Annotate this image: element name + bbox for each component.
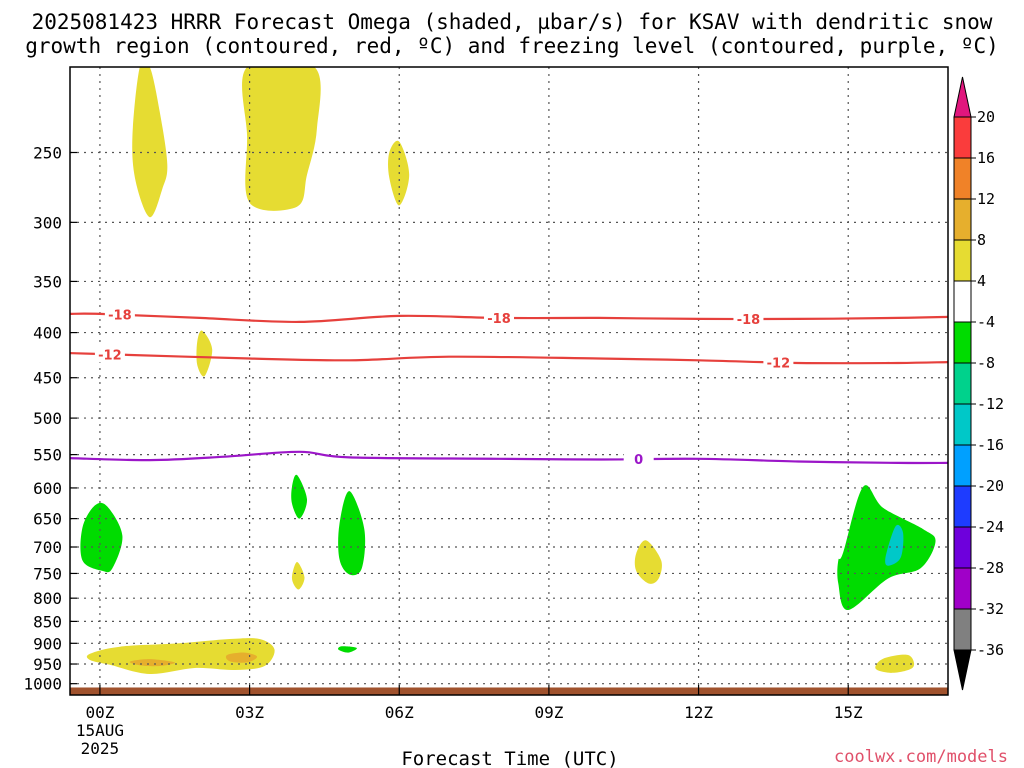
y-tick-label: 250: [33, 143, 62, 162]
credit-text: coolwx.com/models: [834, 747, 1008, 767]
colorbar-band: [953, 567, 972, 610]
y-tick-label: 950: [33, 655, 62, 674]
omega-region: [634, 540, 662, 584]
y-tick-label: 400: [33, 324, 62, 343]
chart-title-line-1: 2025081423 HRRR Forecast Omega (shaded, …: [32, 10, 993, 34]
contour-line: [69, 352, 949, 365]
x-tick-label: 06Z: [385, 703, 414, 722]
ground-terrain: [70, 687, 948, 695]
colorbar-label: 8: [977, 231, 986, 249]
y-tick-label: 650: [33, 510, 62, 529]
y-tick-label: 550: [33, 446, 62, 465]
colorbar-band: [953, 485, 972, 528]
omega-region: [388, 140, 410, 206]
plot-area: -18 -18 -18 -12 -12 0 250 300 350 400 450 500 550 600…: [23, 66, 949, 758]
y-tick-label: 600: [33, 479, 62, 498]
colorbar-band: [953, 280, 972, 323]
y-tick-label: 350: [33, 272, 62, 291]
y-tick-label: 300: [33, 213, 62, 232]
colorbar-band: [953, 157, 972, 200]
colorbar-label: 4: [977, 272, 986, 290]
colorbar-band: [953, 608, 972, 651]
colorbar-label: 12: [977, 190, 995, 208]
x-tick-label: 12Z: [684, 703, 713, 722]
colorbar-band: [953, 444, 972, 487]
colorbar-band: [953, 239, 972, 282]
y-tick-label: 450: [33, 369, 62, 388]
colorbar-band: [953, 362, 972, 405]
colorbar-label: -20: [977, 477, 1004, 495]
contour-label-bg: [484, 309, 515, 326]
colorbar-under-triangle: [953, 649, 972, 691]
x-tick-sublabel: 2025: [81, 739, 120, 758]
plot-background: [70, 67, 948, 695]
omega-region: [86, 638, 275, 675]
x-tick-label: 15Z: [834, 703, 863, 722]
omega-region: [338, 646, 357, 653]
omega-region: [875, 654, 915, 673]
colorbar-label: 16: [977, 149, 995, 167]
colorbar-label: -4: [977, 313, 995, 331]
x-tick-label: 03Z: [235, 703, 264, 722]
colorbar-label: 20: [977, 108, 995, 126]
y-tick-label: 850: [33, 612, 62, 631]
contour-label-bg: [623, 451, 654, 468]
y-tick-label: 900: [33, 634, 62, 653]
omega-region: [291, 474, 308, 519]
colorbar-label: -8: [977, 354, 995, 372]
x-tick-label: 00Z: [85, 703, 114, 722]
colorbar-over-triangle: [953, 76, 972, 118]
y-tick-label: 750: [33, 564, 62, 583]
omega-region: [291, 561, 305, 590]
colorbar-label: -28: [977, 559, 1004, 577]
contour-label: -12: [98, 348, 122, 363]
colorbar-band: [953, 321, 972, 364]
colorbar-label: -36: [977, 641, 1004, 659]
chart-title-line-2: growth region (contoured, red, ºC) and f…: [25, 34, 999, 58]
colorbar-label: -12: [977, 395, 1004, 413]
omega-region: [80, 502, 123, 573]
contour-label-bg: [733, 310, 764, 327]
y-tick-label: 700: [33, 538, 62, 557]
contour-label-bg: [104, 306, 135, 323]
contour-label-bg: [763, 354, 794, 371]
colorbar-band: [953, 403, 972, 446]
colorbar: 20 16 12 8 4 -4 -8 -12 -16 -20 -24 -28 -32 -36: [953, 76, 1004, 691]
omega-region: [885, 524, 904, 566]
omega-region: [132, 67, 168, 218]
x-tick-label: 09Z: [534, 703, 563, 722]
omega-region: [338, 491, 366, 576]
colorbar-label: -32: [977, 600, 1004, 618]
contour-label-bg: [94, 346, 125, 363]
omega-region: [837, 485, 936, 611]
contour-label: 0: [634, 453, 643, 468]
y-tick-label: 800: [33, 589, 62, 608]
colorbar-band: [953, 526, 972, 569]
contour-line: [69, 450, 949, 465]
plot-frame: [69, 66, 949, 696]
colorbar-band: [953, 198, 972, 241]
contour-label: -12: [767, 356, 791, 371]
y-tick-label: 500: [33, 409, 62, 428]
x-axis-title: Forecast Time (UTC): [401, 748, 618, 768]
omega-region: [242, 67, 321, 211]
x-tick-sublabel: 15AUG: [76, 721, 124, 740]
colorbar-label: -24: [977, 518, 1004, 536]
omega-region: [196, 330, 213, 377]
contour-label: -18: [108, 309, 132, 324]
colorbar-label: -16: [977, 436, 1004, 454]
colorbar-band: [953, 116, 972, 159]
y-tick-label: 1000: [23, 675, 62, 694]
contour-label: -18: [487, 312, 511, 327]
contour-label: -18: [737, 313, 761, 328]
